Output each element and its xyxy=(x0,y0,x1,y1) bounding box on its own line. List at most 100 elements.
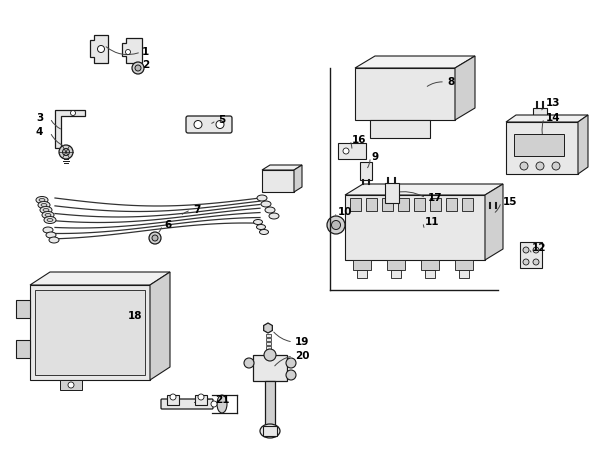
Circle shape xyxy=(125,49,130,55)
Circle shape xyxy=(152,235,158,241)
Bar xyxy=(16,340,30,358)
Bar xyxy=(425,270,435,278)
Text: 13: 13 xyxy=(546,98,561,108)
Ellipse shape xyxy=(47,218,53,221)
Text: 5: 5 xyxy=(218,115,225,125)
Polygon shape xyxy=(506,115,588,122)
Polygon shape xyxy=(355,68,455,120)
Text: 16: 16 xyxy=(352,135,367,145)
Polygon shape xyxy=(262,170,294,192)
Circle shape xyxy=(327,216,345,234)
FancyBboxPatch shape xyxy=(186,116,232,133)
Bar xyxy=(366,198,377,211)
Circle shape xyxy=(286,370,296,380)
Text: 17: 17 xyxy=(428,193,442,203)
Circle shape xyxy=(149,232,161,244)
Circle shape xyxy=(552,162,560,170)
Ellipse shape xyxy=(217,395,227,413)
Bar xyxy=(353,260,371,270)
Bar xyxy=(338,143,366,159)
FancyBboxPatch shape xyxy=(266,350,271,353)
Ellipse shape xyxy=(43,227,53,233)
Ellipse shape xyxy=(253,219,263,225)
Circle shape xyxy=(132,62,144,74)
Bar xyxy=(421,260,439,270)
Text: 1: 1 xyxy=(142,47,149,57)
Polygon shape xyxy=(345,195,485,260)
Bar xyxy=(167,395,179,405)
Circle shape xyxy=(198,394,204,400)
Text: 4: 4 xyxy=(36,127,43,137)
Polygon shape xyxy=(90,35,108,63)
Polygon shape xyxy=(578,115,588,174)
Polygon shape xyxy=(150,272,170,380)
Circle shape xyxy=(97,46,105,53)
FancyBboxPatch shape xyxy=(161,399,213,409)
Ellipse shape xyxy=(36,197,48,203)
Text: 18: 18 xyxy=(128,311,143,321)
Text: 7: 7 xyxy=(193,205,200,215)
Circle shape xyxy=(533,247,539,253)
FancyBboxPatch shape xyxy=(266,342,271,345)
Circle shape xyxy=(343,148,349,154)
Bar xyxy=(462,198,473,211)
Ellipse shape xyxy=(45,213,51,217)
Circle shape xyxy=(520,162,528,170)
Ellipse shape xyxy=(46,232,56,238)
Polygon shape xyxy=(122,38,142,63)
Circle shape xyxy=(170,394,176,400)
Text: 21: 21 xyxy=(215,395,230,405)
Circle shape xyxy=(244,358,254,368)
Polygon shape xyxy=(506,122,578,174)
Circle shape xyxy=(135,65,141,71)
Bar xyxy=(391,270,401,278)
Bar xyxy=(430,198,441,211)
Polygon shape xyxy=(370,120,430,138)
Polygon shape xyxy=(262,165,302,170)
Ellipse shape xyxy=(41,203,47,207)
Bar xyxy=(459,270,469,278)
Bar xyxy=(195,395,207,405)
Text: 9: 9 xyxy=(372,152,379,162)
Bar xyxy=(382,198,393,211)
Ellipse shape xyxy=(43,209,49,211)
Text: 12: 12 xyxy=(532,243,547,253)
Text: 19: 19 xyxy=(295,337,310,347)
Bar xyxy=(393,73,413,115)
Polygon shape xyxy=(294,165,302,192)
Polygon shape xyxy=(55,110,85,148)
Text: 6: 6 xyxy=(164,220,171,230)
Ellipse shape xyxy=(49,237,59,243)
Ellipse shape xyxy=(40,207,52,213)
Polygon shape xyxy=(485,184,503,260)
Circle shape xyxy=(264,349,276,361)
Bar xyxy=(350,198,361,211)
Text: 3: 3 xyxy=(36,113,43,123)
Polygon shape xyxy=(264,323,272,333)
Text: 2: 2 xyxy=(142,60,149,70)
Text: 8: 8 xyxy=(447,77,454,87)
Ellipse shape xyxy=(265,207,275,213)
Bar xyxy=(533,108,547,120)
Circle shape xyxy=(523,259,529,265)
Ellipse shape xyxy=(259,229,269,235)
Bar xyxy=(398,198,409,211)
Text: 10: 10 xyxy=(338,207,353,217)
Bar xyxy=(263,426,277,436)
Ellipse shape xyxy=(39,199,45,201)
Bar xyxy=(357,270,367,278)
Ellipse shape xyxy=(42,211,54,218)
Circle shape xyxy=(523,247,529,253)
Bar xyxy=(360,162,372,180)
Circle shape xyxy=(194,121,202,129)
FancyBboxPatch shape xyxy=(266,346,271,349)
Circle shape xyxy=(533,259,539,265)
Circle shape xyxy=(286,358,296,368)
Bar xyxy=(16,300,30,318)
Bar xyxy=(253,355,287,381)
Ellipse shape xyxy=(269,213,279,219)
Bar xyxy=(60,380,82,390)
Circle shape xyxy=(68,382,74,388)
Ellipse shape xyxy=(38,201,50,209)
Circle shape xyxy=(211,401,217,407)
